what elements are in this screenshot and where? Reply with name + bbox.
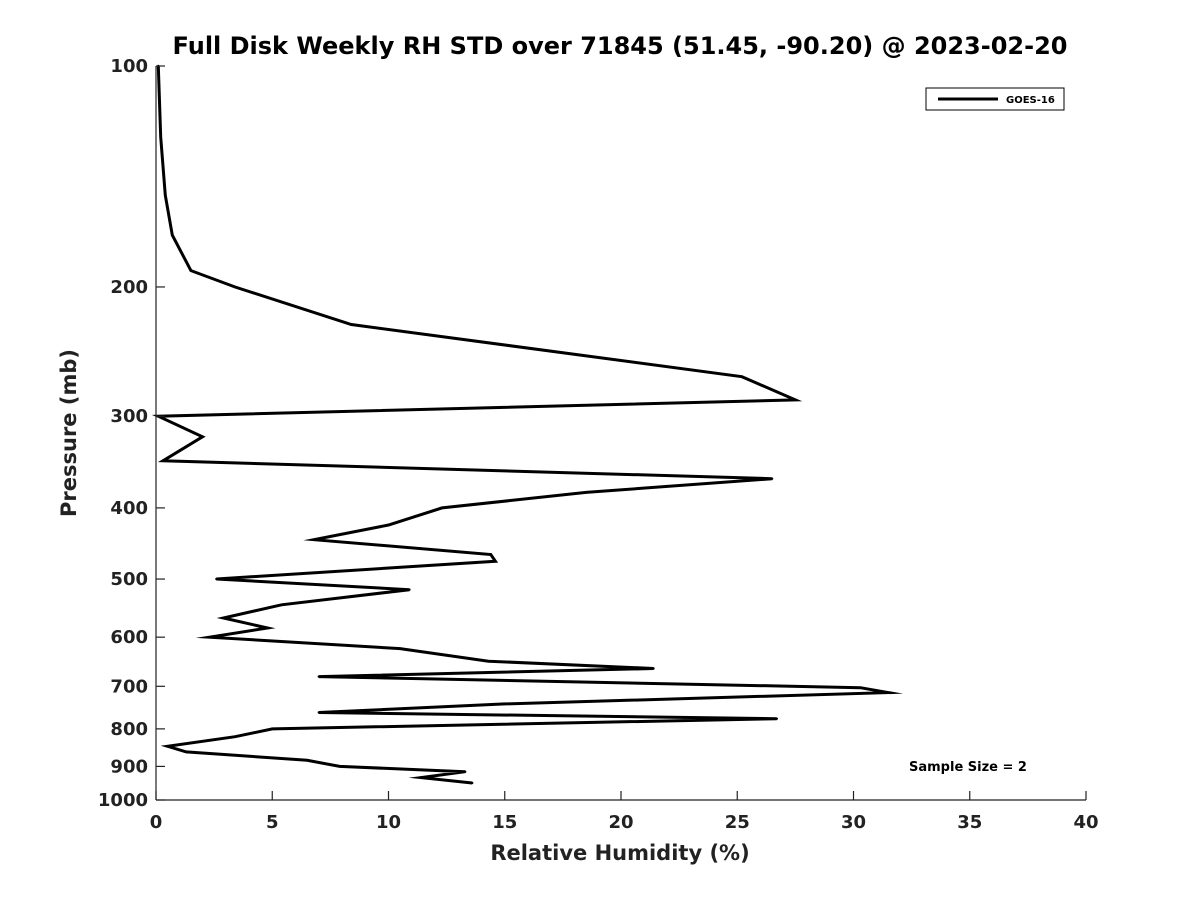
x-tick-label: 25 [725,812,750,833]
y-tick-label: 200 [110,277,148,298]
data-point [487,660,490,663]
data-point [189,269,193,272]
y-tick-label: 400 [110,498,148,519]
x-tick-label: 40 [1073,812,1098,833]
y-tick-label: 500 [110,569,148,590]
y-axis-ticks: 100 200 300 400 500 600 700 800 900 1000 [98,56,165,811]
legend: GOES-16 [925,87,1065,111]
sample-size-annotation: Sample Size = 2 [909,760,1027,775]
data-point [159,135,162,139]
data-point [775,717,778,720]
data-point [471,781,474,785]
data-point [887,691,890,694]
data-point [501,702,504,706]
data-point [317,675,320,678]
data-point [859,686,862,689]
data-point [338,765,341,768]
data-point [266,626,269,630]
data-point [740,375,744,378]
data-point [233,285,237,289]
data-point [312,538,316,541]
x-tick-label: 35 [957,812,982,833]
y-tick-label: 800 [110,719,148,740]
x-tick-label: 10 [376,812,401,833]
data-point [489,553,492,556]
data-point [770,477,774,480]
data-point [280,603,283,606]
data-point [419,776,423,779]
data-point [350,323,353,326]
x-tick-label: 0 [150,812,163,833]
data-point [171,233,174,237]
y-tick-label: 700 [110,676,148,697]
y-tick-label: 600 [110,627,148,648]
data-point [440,506,444,510]
data-point [161,459,165,462]
data-point [794,398,797,402]
data-point [208,636,211,639]
y-tick-label: 900 [110,756,148,777]
series-line-goes-16 [151,65,904,785]
data-point [185,750,188,754]
data-point [164,194,167,197]
data-point [464,770,467,773]
data-point [201,435,204,438]
x-tick-label: 30 [841,812,866,833]
chart-title: Full Disk Weekly RH STD over 71845 (51.4… [173,32,1068,60]
data-point [305,759,309,762]
x-tick-label: 20 [608,812,633,833]
data-point [317,711,320,714]
data-point [652,667,655,670]
data-point [166,745,169,748]
y-tick-label: 100 [110,56,148,77]
data-point [584,491,588,494]
plot-area [151,64,904,785]
data-point [222,616,225,620]
y-axis-label: Pressure (mb) [57,349,81,517]
x-axis-label: Relative Humidity (%) [490,841,749,865]
data-point [408,588,411,591]
data-point [215,577,218,581]
x-tick-label: 15 [492,812,517,833]
data-point [398,647,402,650]
data-point [387,523,390,527]
data-point [233,735,237,738]
axes [155,66,1086,801]
y-tick-label: 300 [110,406,148,427]
data-point [494,560,497,563]
y-tick-label: 1000 [98,790,148,811]
data-point [271,727,274,731]
x-axis-ticks: 0 5 10 15 20 25 30 35 40 [150,791,1099,833]
x-tick-label: 5 [266,812,279,833]
legend-label: GOES-16 [1006,95,1055,106]
